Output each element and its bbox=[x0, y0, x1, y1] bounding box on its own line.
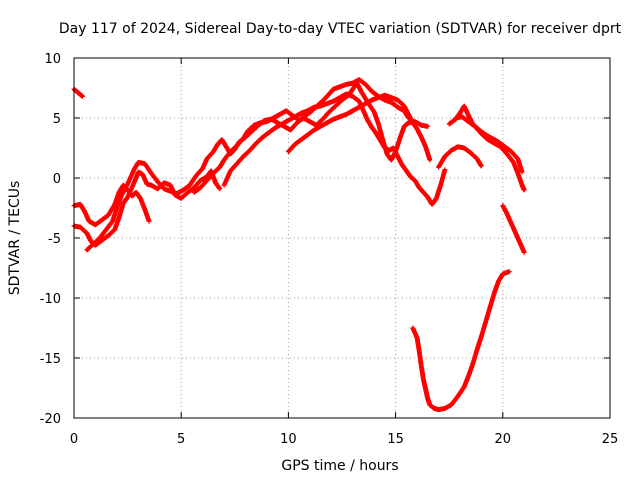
y-tick-label: -10 bbox=[40, 292, 61, 307]
y-tick-label: -5 bbox=[48, 232, 61, 247]
x-tick-label: 0 bbox=[70, 432, 78, 447]
series-arc-2 bbox=[71, 182, 152, 228]
series-arc-6 bbox=[221, 91, 448, 207]
x-tick-label: 20 bbox=[495, 432, 512, 447]
series-arc-5 bbox=[191, 77, 411, 195]
x-tick-label: 10 bbox=[280, 432, 297, 447]
y-tick-label: -20 bbox=[40, 412, 61, 427]
y-tick-label: 10 bbox=[44, 52, 61, 67]
x-tick-label: 15 bbox=[387, 432, 404, 447]
y-tick-label: 5 bbox=[53, 112, 61, 127]
series-arc-3 bbox=[71, 168, 223, 248]
x-axis-label: GPS time / hours bbox=[281, 458, 398, 474]
data-layer bbox=[71, 77, 527, 412]
data-point bbox=[146, 218, 152, 224]
y-tick-label: 0 bbox=[53, 172, 61, 187]
x-tick-label: 25 bbox=[602, 432, 619, 447]
x-tick-label: 5 bbox=[177, 432, 185, 447]
data-point bbox=[425, 124, 431, 129]
chart-title: Day 117 of 2024, Sidereal Day-to-day VTE… bbox=[59, 21, 622, 37]
data-point bbox=[80, 94, 85, 99]
y-axis-label: SDTVAR / TECUs bbox=[7, 181, 23, 296]
y-tick-label: -15 bbox=[40, 352, 61, 367]
data-point bbox=[217, 186, 223, 192]
